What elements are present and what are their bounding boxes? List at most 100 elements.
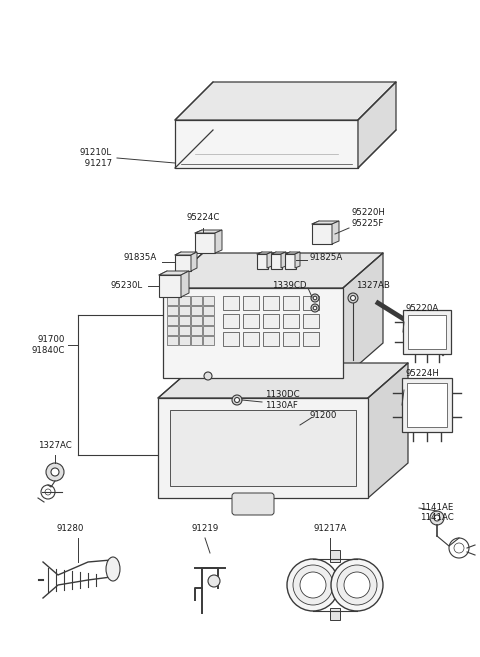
Polygon shape <box>159 271 189 275</box>
Polygon shape <box>163 253 383 288</box>
Polygon shape <box>368 363 408 498</box>
Polygon shape <box>191 252 197 271</box>
Bar <box>191 296 202 305</box>
Bar <box>191 316 202 325</box>
Text: 91280: 91280 <box>56 524 84 533</box>
Text: 1339CD: 1339CD <box>273 281 307 290</box>
Circle shape <box>348 293 358 303</box>
Polygon shape <box>271 252 286 254</box>
Bar <box>403 310 451 354</box>
Bar <box>179 296 190 305</box>
Bar <box>191 336 202 345</box>
Circle shape <box>235 397 240 403</box>
Bar <box>167 326 178 335</box>
Bar <box>407 383 447 427</box>
Text: 91825A: 91825A <box>310 254 343 263</box>
Polygon shape <box>332 221 339 244</box>
Polygon shape <box>358 82 396 168</box>
Circle shape <box>204 372 212 380</box>
Bar <box>402 378 452 432</box>
Text: 91835A: 91835A <box>124 254 157 263</box>
Bar <box>303 296 319 310</box>
Polygon shape <box>257 252 272 254</box>
Circle shape <box>313 306 317 310</box>
Bar <box>223 332 239 346</box>
Bar <box>243 314 259 328</box>
Circle shape <box>344 572 370 598</box>
Circle shape <box>232 395 242 405</box>
Text: 1327AC: 1327AC <box>38 441 72 450</box>
Text: 95224C: 95224C <box>186 213 220 222</box>
Bar <box>203 326 214 335</box>
Bar <box>203 316 214 325</box>
Bar <box>330 608 340 620</box>
Circle shape <box>300 572 326 598</box>
Bar <box>257 254 268 269</box>
Text: 1130DC
1130AF: 1130DC 1130AF <box>265 390 300 410</box>
Bar <box>312 224 332 244</box>
Bar <box>203 296 214 305</box>
Polygon shape <box>175 82 396 120</box>
Circle shape <box>313 296 317 300</box>
Polygon shape <box>267 252 272 268</box>
Polygon shape <box>285 252 300 254</box>
Text: 91219: 91219 <box>192 524 218 533</box>
Bar <box>170 410 356 486</box>
Bar <box>408 315 446 349</box>
Circle shape <box>46 463 64 481</box>
Circle shape <box>350 296 356 300</box>
Bar <box>163 288 343 378</box>
Circle shape <box>331 559 383 611</box>
Text: 1141AE
1141AC: 1141AE 1141AC <box>420 503 454 522</box>
Bar <box>303 314 319 328</box>
Bar <box>167 336 178 345</box>
Bar <box>271 254 282 269</box>
Polygon shape <box>215 230 222 253</box>
FancyBboxPatch shape <box>232 493 274 515</box>
Circle shape <box>311 294 319 302</box>
Bar <box>330 550 340 562</box>
Ellipse shape <box>106 557 120 581</box>
Bar <box>167 316 178 325</box>
Polygon shape <box>175 252 197 255</box>
Circle shape <box>311 304 319 312</box>
Circle shape <box>51 468 59 476</box>
Polygon shape <box>195 230 222 233</box>
Text: 95220A: 95220A <box>405 304 438 313</box>
Bar <box>285 254 296 269</box>
Circle shape <box>430 511 444 525</box>
Bar <box>179 326 190 335</box>
Text: 91217A: 91217A <box>313 524 347 533</box>
Bar <box>175 255 191 271</box>
Bar <box>243 296 259 310</box>
Bar <box>263 296 279 310</box>
Polygon shape <box>295 252 300 268</box>
Circle shape <box>287 559 339 611</box>
Bar <box>243 332 259 346</box>
Circle shape <box>293 565 333 605</box>
Bar <box>203 336 214 345</box>
Bar <box>283 332 299 346</box>
Bar <box>203 306 214 315</box>
Text: 95220H
95225F: 95220H 95225F <box>352 208 386 228</box>
Text: 1327AB: 1327AB <box>356 281 390 290</box>
Bar <box>263 314 279 328</box>
Bar <box>195 233 215 253</box>
Bar <box>167 306 178 315</box>
Bar <box>191 326 202 335</box>
Bar <box>303 332 319 346</box>
Bar <box>191 306 202 315</box>
Bar <box>179 316 190 325</box>
Bar <box>283 296 299 310</box>
Bar <box>158 398 368 498</box>
Polygon shape <box>158 363 408 398</box>
Polygon shape <box>281 252 286 268</box>
Polygon shape <box>312 221 339 224</box>
Bar <box>159 275 181 297</box>
Bar <box>179 306 190 315</box>
Polygon shape <box>175 120 358 168</box>
Text: 91210L
 91217: 91210L 91217 <box>80 148 112 168</box>
Polygon shape <box>343 253 383 378</box>
Circle shape <box>337 565 377 605</box>
Bar <box>223 296 239 310</box>
